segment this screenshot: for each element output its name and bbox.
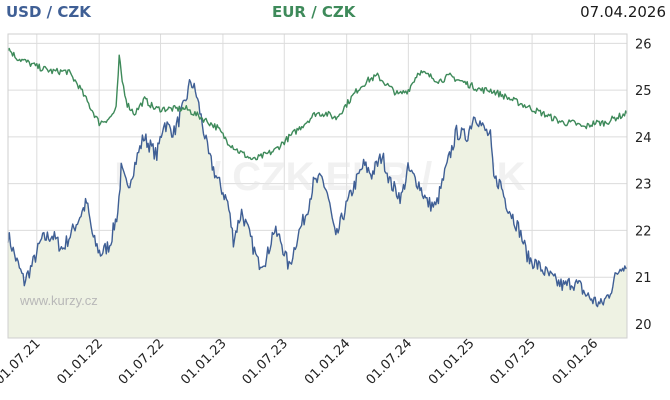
y-tick-label: 21 [635, 271, 652, 286]
x-tick-label: 01.01.26 [550, 336, 602, 388]
x-tick-label: 01.01.23 [178, 336, 230, 388]
chart-date: 07.04.2026 [580, 3, 666, 21]
x-tick-label: 01.01.24 [302, 336, 354, 388]
usd-czk-area [8, 79, 627, 338]
y-tick-label: 26 [635, 37, 652, 52]
x-tick-label: 01.07.25 [487, 336, 539, 388]
site-watermark: www.kurzy.cz [19, 293, 98, 308]
eur-czk-title: EUR / CZK [272, 3, 356, 21]
x-tick-label: 01.07.23 [240, 336, 292, 388]
x-tick-label: 01.07.22 [116, 336, 168, 388]
y-tick-label: 20 [635, 318, 652, 333]
x-tick-label: 01.01.22 [54, 336, 106, 388]
x-axis-ticks: 01.07.21 01.01.22 01.07.22 01.01.23 01.07.23… [0, 336, 601, 388]
x-tick-label: 01.01.25 [426, 336, 478, 388]
y-tick-label: 24 [635, 131, 652, 146]
x-tick-label: 01.07.24 [364, 336, 416, 388]
x-tick-label: 01.07.21 [0, 336, 44, 388]
y-axis-ticks: 20 21 22 23 24 25 26 [635, 37, 652, 333]
usd-czk-line [7, 79, 628, 308]
plot-frame [7, 33, 628, 339]
area-fill [8, 79, 627, 338]
y-tick-label: 25 [635, 84, 652, 99]
eur-czk-line [7, 47, 628, 161]
y-tick-label: 22 [635, 224, 652, 239]
usd-czk-title: USD / CZK [6, 3, 91, 21]
series-lines [7, 47, 628, 308]
y-tick-label: 23 [635, 178, 652, 193]
